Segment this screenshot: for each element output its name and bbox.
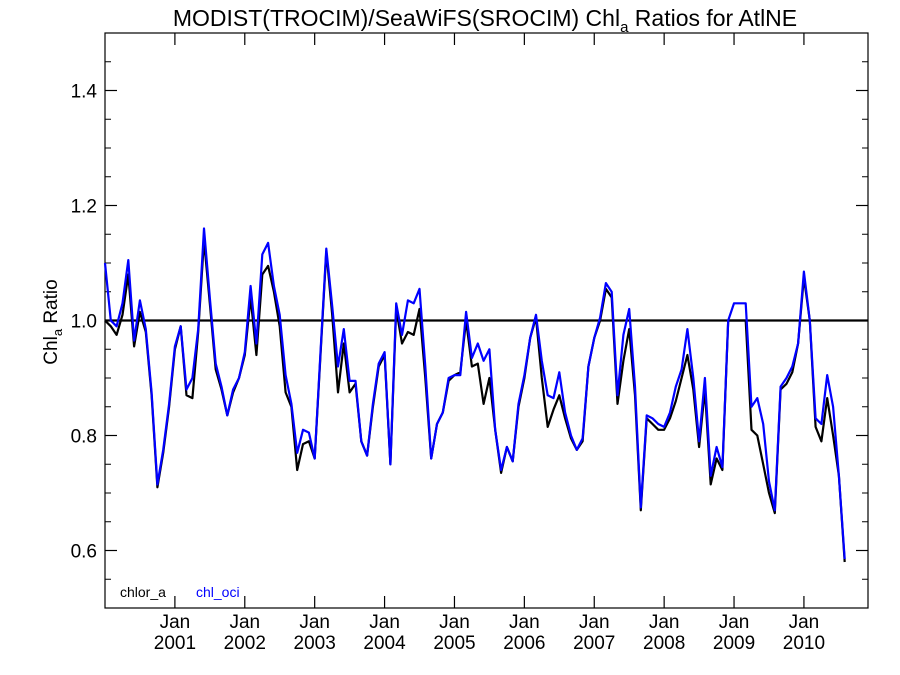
x-tick-label-month: Jan [789, 612, 820, 633]
x-tick-label-year: 2007 [573, 633, 615, 654]
x-tick-label-month: Jan [719, 612, 750, 633]
chart-title-suffix: Ratios for AtlNE [628, 5, 797, 31]
x-tick-label-month: Jan [229, 612, 260, 633]
y-axis-label-subscript: a [50, 328, 65, 336]
legend-item-chl-oci: chl_oci [196, 584, 240, 600]
x-tick-label-month: Jan [439, 612, 470, 633]
x-tick-label-year: 2004 [363, 633, 406, 654]
x-tick-label-year: 2003 [294, 633, 336, 654]
chart-title-subscript: a [620, 19, 629, 36]
x-tick-label-year: 2010 [783, 633, 825, 654]
y-axis-label-prefix: Chl [41, 336, 62, 365]
y-tick-label: 1.0 [71, 312, 97, 333]
x-tick-label-month: Jan [299, 612, 330, 633]
x-tick-label-month: Jan [509, 612, 540, 633]
y-tick-label: 1.4 [71, 82, 98, 103]
y-tick-label: 0.8 [71, 427, 97, 448]
y-tick-label: 1.2 [71, 197, 97, 218]
x-tick-label-month: Jan [649, 612, 680, 633]
y-axis-label-suffix: Ratio [41, 279, 62, 329]
series-layer [103, 227, 868, 563]
y-axis-label: Chla Ratio [41, 279, 65, 364]
x-tick-label-year: 2006 [503, 633, 545, 654]
chart-title-prefix: MODIST(TROCIM)/SeaWiFS(SROCIM) Chl [173, 5, 620, 31]
legend: chlor_a chl_oci [120, 584, 240, 600]
y-tick-label: 0.6 [71, 542, 97, 563]
chart-title: MODIST(TROCIM)/SeaWiFS(SROCIM) Chla Rati… [173, 5, 797, 36]
legend-item-chlor-a: chlor_a [120, 584, 166, 600]
series-line-chl-oci [103, 227, 846, 560]
x-tick-label-year: 2001 [154, 633, 196, 654]
x-tick-label-year: 2009 [713, 633, 755, 654]
x-tick-label-year: 2008 [643, 633, 685, 654]
x-tick-label-month: Jan [160, 612, 191, 633]
x-tick-label-month: Jan [579, 612, 610, 633]
ticks: 0.60.81.01.21.4Jan2001Jan2002Jan2003Jan2… [71, 32, 868, 654]
x-tick-label-year: 2002 [224, 633, 266, 654]
x-tick-label-month: Jan [369, 612, 400, 633]
x-tick-label-year: 2005 [433, 633, 475, 654]
